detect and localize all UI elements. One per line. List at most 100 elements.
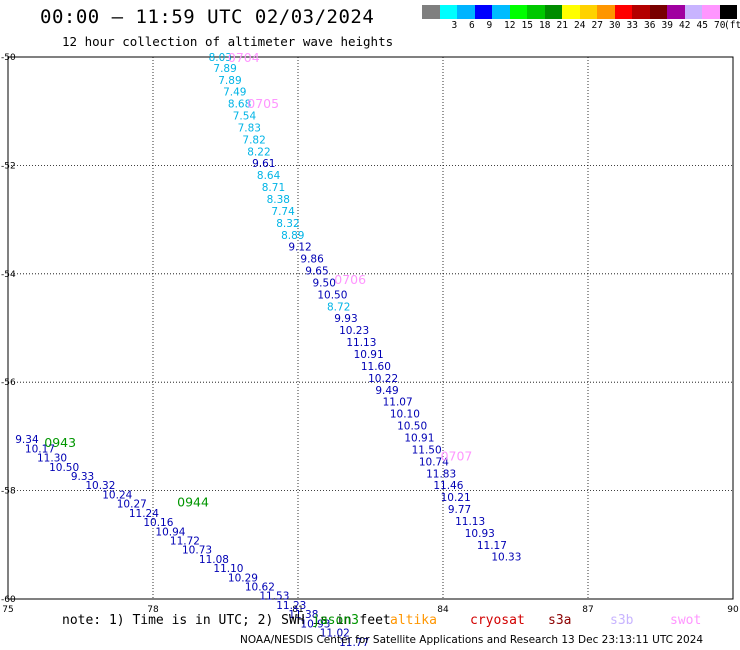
wave-height-value: 7.89 <box>213 63 236 75</box>
legend-label: 36 <box>644 20 656 31</box>
wave-height-value: 10.16 <box>143 517 173 529</box>
pass-number-label: 0707 <box>441 448 473 463</box>
wave-height-value: 10.74 <box>419 456 449 468</box>
wave-height-value: 9.86 <box>300 254 324 266</box>
wave-height-value: 10.93 <box>300 618 330 630</box>
wave-height-value: 11.30 <box>37 453 67 465</box>
map-frame <box>7 56 734 600</box>
lon-tick-label: 75 <box>2 605 13 615</box>
legend-label: 42 <box>679 20 691 31</box>
lon-tick-label: 78 <box>147 605 159 615</box>
wave-height-value: 10.23 <box>339 325 369 337</box>
wave-height-value: 10.50 <box>397 421 427 433</box>
satellite-label-jason3: jason3 <box>312 613 359 628</box>
satellite-label-swot: swot <box>670 613 702 628</box>
wave-height-value: 11.23 <box>276 600 306 612</box>
wave-height-value: 11.72 <box>170 535 200 547</box>
wave-height-value: 11.24 <box>129 508 159 520</box>
legend-swatch <box>579 5 597 19</box>
wave-height-value: 7.74 <box>271 206 295 218</box>
lon-tick-label: 81 <box>292 605 303 615</box>
wave-height-value: 10.91 <box>354 349 384 361</box>
wave-height-value: 9.77 <box>448 504 471 516</box>
wave-height-value: 9.12 <box>288 242 311 254</box>
legend-swatch <box>492 5 510 19</box>
wave-height-value: 8.03 <box>209 52 232 64</box>
wave-height-value: 11.02 <box>320 628 350 640</box>
wave-height-value: 10.27 <box>117 499 147 511</box>
legend-swatch <box>457 5 475 19</box>
wave-height-value: 7.54 <box>233 111 257 123</box>
wave-height-value: 8.89 <box>281 230 304 242</box>
lat-tick-label: -54 <box>1 270 16 280</box>
footer-note: note: 1) Time is in UTC; 2) SWH is in fe… <box>62 613 391 628</box>
legend-swatch <box>527 5 545 19</box>
wave-height-value: 8.64 <box>257 170 281 182</box>
legend-label: 24 <box>574 20 586 31</box>
legend-label: 45 <box>696 20 708 31</box>
wave-height-value: 10.73 <box>182 545 212 557</box>
legend-label: 30 <box>609 20 621 31</box>
wave-height-value: 8.72 <box>327 301 350 313</box>
legend-unit: (ft) <box>724 20 740 31</box>
wave-height-value: 11.77 <box>339 637 369 649</box>
wave-height-value: 11.38 <box>288 609 318 621</box>
wave-height-value: 10.50 <box>317 289 347 301</box>
legend-swatch <box>562 5 580 19</box>
wave-height-value: 10.21 <box>441 492 471 504</box>
legend-swatch <box>702 5 720 19</box>
lat-tick-label: -50 <box>1 53 16 63</box>
wave-height-value: 7.89 <box>218 75 241 87</box>
legend-label: 21 <box>556 20 568 31</box>
lat-tick-label: -56 <box>1 378 16 388</box>
lat-tick-label: -60 <box>1 595 16 605</box>
color-legend <box>422 5 737 19</box>
satellite-label-altika: altika <box>390 613 437 628</box>
legend-swatch <box>632 5 650 19</box>
wave-height-value: 10.24 <box>102 489 132 501</box>
wave-height-value: 10.32 <box>85 480 115 492</box>
legend-swatch <box>597 5 615 19</box>
wave-height-value: 11.13 <box>455 516 485 528</box>
pass-number-label: 0704 <box>228 50 260 65</box>
legend-label: 12 <box>504 20 516 31</box>
legend-swatch <box>474 5 492 19</box>
wave-height-value: 10.91 <box>404 432 434 444</box>
wave-height-value: 11.08 <box>199 554 229 566</box>
map-subtitle: 12 hour collection of altimeter wave hei… <box>62 34 394 49</box>
wave-height-value: 11.60 <box>361 361 391 373</box>
lat-tick-label: -52 <box>1 161 16 171</box>
wave-height-value: 9.50 <box>313 277 336 289</box>
wave-height-value: 11.07 <box>383 397 413 409</box>
legend-label: 18 <box>539 20 551 31</box>
wave-height-value: 11.17 <box>477 540 507 552</box>
wave-height-value: 8.68 <box>228 99 251 111</box>
wave-height-value: 8.32 <box>276 218 299 230</box>
wave-height-value: 9.34 <box>15 434 39 446</box>
wave-height-value: 10.62 <box>245 582 275 594</box>
legend-swatch <box>509 5 527 19</box>
wave-height-value: 9.61 <box>252 158 275 170</box>
satellite-label-cryosat: cryosat <box>470 613 525 628</box>
wave-height-value: 11.10 <box>213 563 243 575</box>
satellite-label-s3b: s3b <box>610 613 634 628</box>
pass-number-label: 0944 <box>177 494 209 509</box>
legend-swatch <box>439 5 457 19</box>
lon-tick-label: 87 <box>582 605 593 615</box>
legend-swatch <box>614 5 632 19</box>
wave-height-value: 9.93 <box>334 313 357 325</box>
wave-height-value: 7.49 <box>223 87 246 99</box>
legend-swatch <box>667 5 685 19</box>
credit-line: NOAA/NESDIS Center for Satellite Applica… <box>240 634 704 646</box>
legend-label: 6 <box>469 20 475 31</box>
legend-swatch <box>544 5 562 19</box>
lat-tick-label: -58 <box>1 487 16 497</box>
legend-label: 9 <box>486 20 493 31</box>
satellite-label-s3a: s3a <box>548 613 572 628</box>
legend-swatch <box>649 5 667 19</box>
wave-height-value: 10.29 <box>228 572 258 584</box>
wave-height-value: 10.94 <box>155 526 185 538</box>
legend-swatch <box>684 5 702 19</box>
